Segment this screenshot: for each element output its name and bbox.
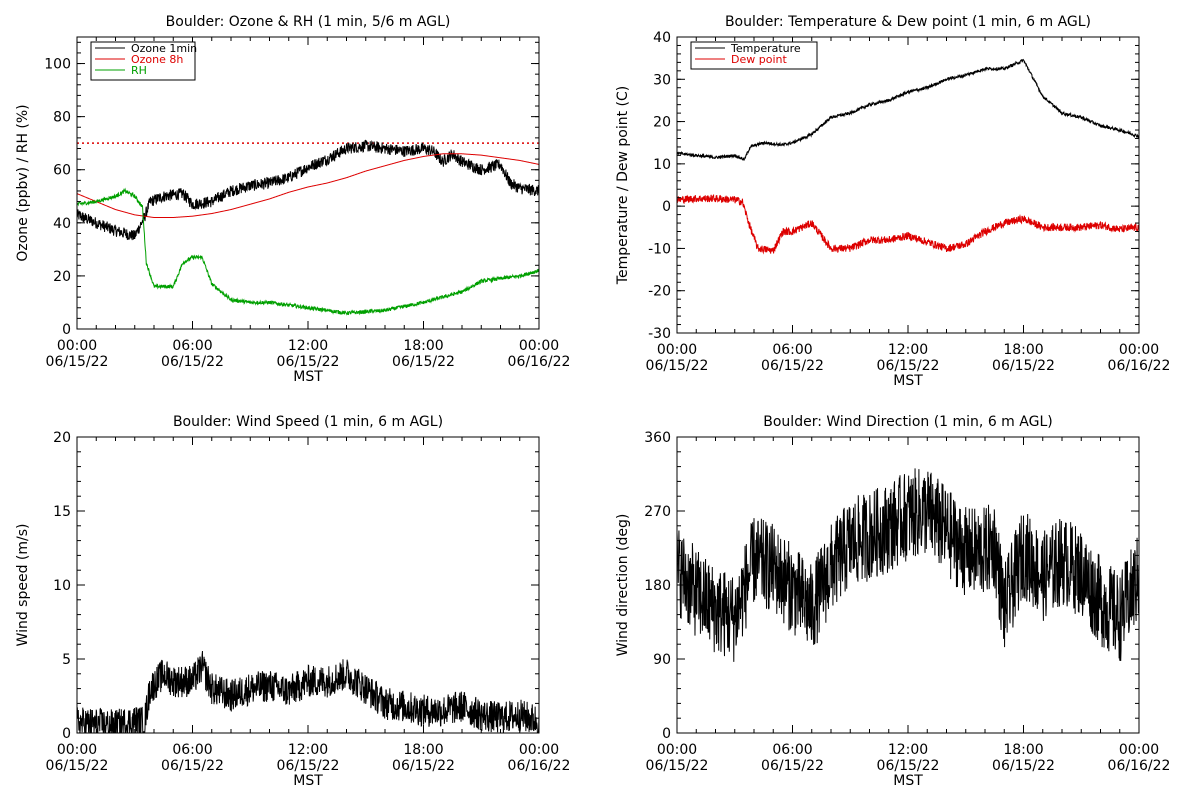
- chart-title: Boulder: Wind Speed (1 min, 6 m AGL): [173, 414, 443, 430]
- series-line-1: [677, 468, 1139, 662]
- x-tick-time: 12:00: [888, 742, 928, 758]
- x-tick-time: 00:00: [519, 742, 559, 758]
- x-tick-date: 06/15/22: [161, 354, 224, 370]
- y-tick-label: 60: [53, 163, 71, 179]
- x-tick-date: 06/15/22: [277, 354, 340, 370]
- x-tick-date: 06/16/22: [1108, 758, 1171, 774]
- x-tick-date: 06/15/22: [761, 358, 824, 374]
- x-tick-date: 06/15/22: [646, 358, 709, 374]
- y-axis-label: Wind direction (deg): [615, 514, 631, 657]
- series-line-3: [77, 187, 539, 316]
- chart-panel-3: Boulder: Wind Speed (1 min, 6 m AGL) 0 5 10…: [15, 414, 570, 789]
- x-tick-time: 00:00: [57, 338, 97, 354]
- y-tick-label: 30: [653, 72, 671, 88]
- legend-label: Dew point: [731, 53, 787, 66]
- x-tick-time: 00:00: [657, 742, 697, 758]
- x-axis-label: MST: [293, 369, 323, 385]
- y-tick-label: 0: [62, 726, 71, 742]
- x-tick-time: 00:00: [519, 338, 559, 354]
- x-tick-time: 18:00: [403, 338, 443, 354]
- x-tick-date: 06/15/22: [277, 758, 340, 774]
- x-axis-label: MST: [893, 373, 923, 389]
- x-tick-date: 06/15/22: [646, 758, 709, 774]
- x-tick-date: 06/16/22: [508, 354, 571, 370]
- x-tick-time: 12:00: [288, 742, 328, 758]
- chart-title: Boulder: Ozone & RH (1 min, 5/6 m AGL): [166, 14, 451, 30]
- x-tick-time: 00:00: [1119, 342, 1159, 358]
- y-tick-label: 40: [653, 30, 671, 46]
- y-tick-label: 100: [44, 57, 71, 73]
- y-tick-label: 0: [62, 322, 71, 338]
- x-tick-time: 12:00: [288, 338, 328, 354]
- y-axis-label: Ozone (ppbv) / RH (%): [15, 104, 31, 261]
- x-tick-time: 00:00: [1119, 742, 1159, 758]
- chart-title: Boulder: Wind Direction (1 min, 6 m AGL): [763, 414, 1052, 430]
- y-tick-label: -20: [648, 284, 671, 300]
- series-line-2: [77, 153, 539, 219]
- x-tick-date: 06/16/22: [508, 758, 571, 774]
- y-axis-label: Temperature / Dew point (C): [615, 86, 631, 285]
- x-tick-time: 18:00: [1003, 742, 1043, 758]
- x-tick-date: 06/15/22: [46, 758, 109, 774]
- x-tick-date: 06/15/22: [392, 354, 455, 370]
- y-tick-label: 0: [662, 726, 671, 742]
- legend-label: RH: [131, 64, 147, 77]
- chart-panel-4: Boulder: Wind Direction (1 min, 6 m AGL)…: [615, 414, 1170, 789]
- y-tick-label: 20: [53, 430, 71, 446]
- y-tick-label: 270: [644, 504, 671, 520]
- x-tick-time: 00:00: [657, 342, 697, 358]
- chart-title: Boulder: Temperature & Dew point (1 min,…: [725, 14, 1091, 30]
- y-tick-label: 10: [53, 578, 71, 594]
- plot-frame: [76, 436, 540, 734]
- x-tick-date: 06/15/22: [761, 758, 824, 774]
- y-tick-label: 0: [662, 199, 671, 215]
- x-tick-time: 12:00: [888, 342, 928, 358]
- x-tick-time: 06:00: [172, 742, 212, 758]
- x-tick-time: 18:00: [403, 742, 443, 758]
- legend-label: Ozone 1min: [131, 42, 197, 55]
- y-tick-label: 360: [644, 430, 671, 446]
- chart-panel-2: Boulder: Temperature & Dew point (1 min,…: [615, 14, 1170, 389]
- series-line-2: [677, 194, 1139, 255]
- x-tick-date: 06/15/22: [877, 758, 940, 774]
- y-tick-label: 10: [653, 157, 671, 173]
- y-tick-label: 20: [653, 115, 671, 131]
- plot-frame: [676, 36, 1140, 334]
- x-tick-date: 06/15/22: [161, 758, 224, 774]
- y-tick-label: 90: [653, 652, 671, 668]
- y-tick-label: 20: [53, 269, 71, 285]
- y-tick-label: 5: [62, 652, 71, 668]
- series-line-1: [77, 139, 539, 241]
- x-tick-time: 06:00: [772, 342, 812, 358]
- x-tick-time: 06:00: [172, 338, 212, 354]
- series-line-1: [677, 58, 1139, 161]
- y-tick-label: 180: [644, 578, 671, 594]
- x-tick-date: 06/15/22: [46, 354, 109, 370]
- x-tick-date: 06/15/22: [992, 358, 1055, 374]
- y-tick-label: -10: [648, 241, 671, 257]
- legend-box: [690, 41, 818, 70]
- x-axis-label: MST: [293, 773, 323, 789]
- x-tick-date: 06/15/22: [877, 358, 940, 374]
- y-tick-label: 80: [53, 110, 71, 126]
- plot-frame: [76, 36, 540, 330]
- x-tick-date: 06/15/22: [392, 758, 455, 774]
- x-tick-date: 06/16/22: [1108, 358, 1171, 374]
- legend-label: Ozone 8h: [131, 53, 183, 66]
- y-tick-label: -30: [648, 326, 671, 342]
- x-tick-time: 06:00: [772, 742, 812, 758]
- y-tick-label: 40: [53, 216, 71, 232]
- x-tick-time: 18:00: [1003, 342, 1043, 358]
- chart-panel-1: Boulder: Ozone & RH (1 min, 5/6 m AGL) 0 2…: [15, 14, 570, 385]
- legend-label: Temperature: [730, 42, 801, 55]
- y-tick-label: 15: [53, 504, 71, 520]
- y-axis-label: Wind speed (m/s): [15, 524, 31, 647]
- x-axis-label: MST: [893, 773, 923, 789]
- x-tick-date: 06/15/22: [992, 758, 1055, 774]
- series-line-1: [77, 650, 539, 733]
- x-tick-time: 00:00: [57, 742, 97, 758]
